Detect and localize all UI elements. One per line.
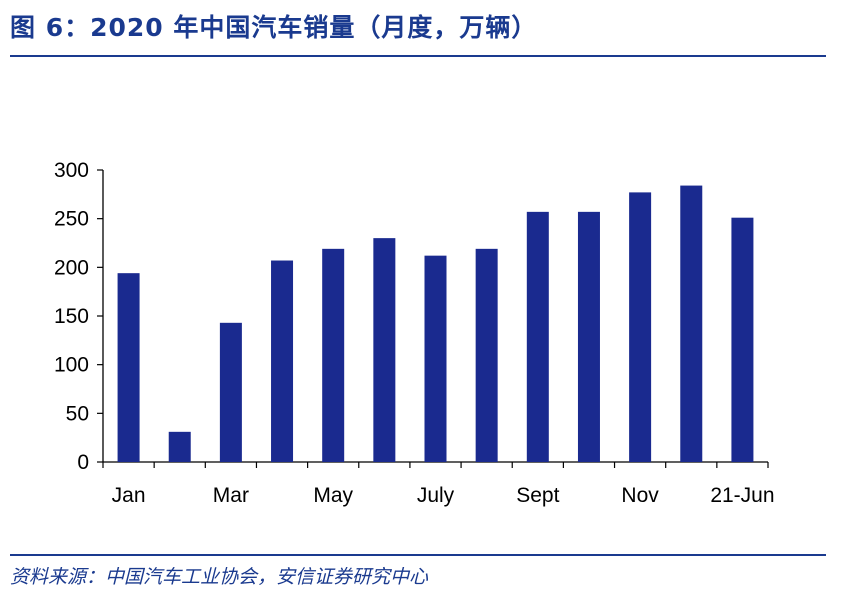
source-note: 资料来源：中国汽车工业协会，安信证券研究中心	[10, 566, 429, 588]
x-axis-ticks: Jan Mar May July Sept Nov 21-Jun	[102, 462, 775, 507]
bar-jan	[117, 273, 140, 462]
bar-dec	[680, 185, 703, 462]
bar-jun	[373, 238, 396, 462]
x-tick-label: Sept	[516, 484, 559, 507]
y-tick-label: 300	[54, 159, 89, 182]
y-tick-label: 250	[54, 208, 89, 231]
x-tick-label: Mar	[213, 484, 249, 507]
bar-feb	[168, 431, 191, 462]
y-tick-label: 150	[54, 305, 89, 328]
bar-july	[424, 255, 447, 462]
chart-bars	[117, 185, 754, 463]
x-tick-label: Jan	[112, 484, 146, 507]
x-tick-label: Nov	[621, 484, 659, 507]
x-tick-label: 21-Jun	[710, 484, 774, 507]
bar-sept	[526, 211, 549, 462]
y-axis-ticks: 0 50 100 150 200 250 300	[54, 159, 103, 474]
x-tick-label: July	[417, 484, 455, 507]
bar-nov	[629, 192, 652, 463]
chart-title: 图 6：2020 年中国汽车销量（月度，万辆）	[10, 13, 538, 42]
y-tick-label: 0	[77, 451, 89, 474]
x-tick-label: May	[313, 484, 353, 507]
y-tick-label: 100	[54, 354, 89, 377]
bar-mar	[219, 322, 242, 462]
bar-apr	[271, 260, 294, 462]
bar-21-jun	[731, 217, 754, 462]
bar-aug	[475, 248, 498, 462]
bar-may	[322, 248, 345, 462]
y-tick-label: 200	[54, 256, 89, 279]
source-divider	[10, 554, 826, 556]
title-divider	[10, 55, 826, 57]
y-tick-label: 50	[66, 402, 89, 425]
bar-oct	[577, 211, 600, 462]
